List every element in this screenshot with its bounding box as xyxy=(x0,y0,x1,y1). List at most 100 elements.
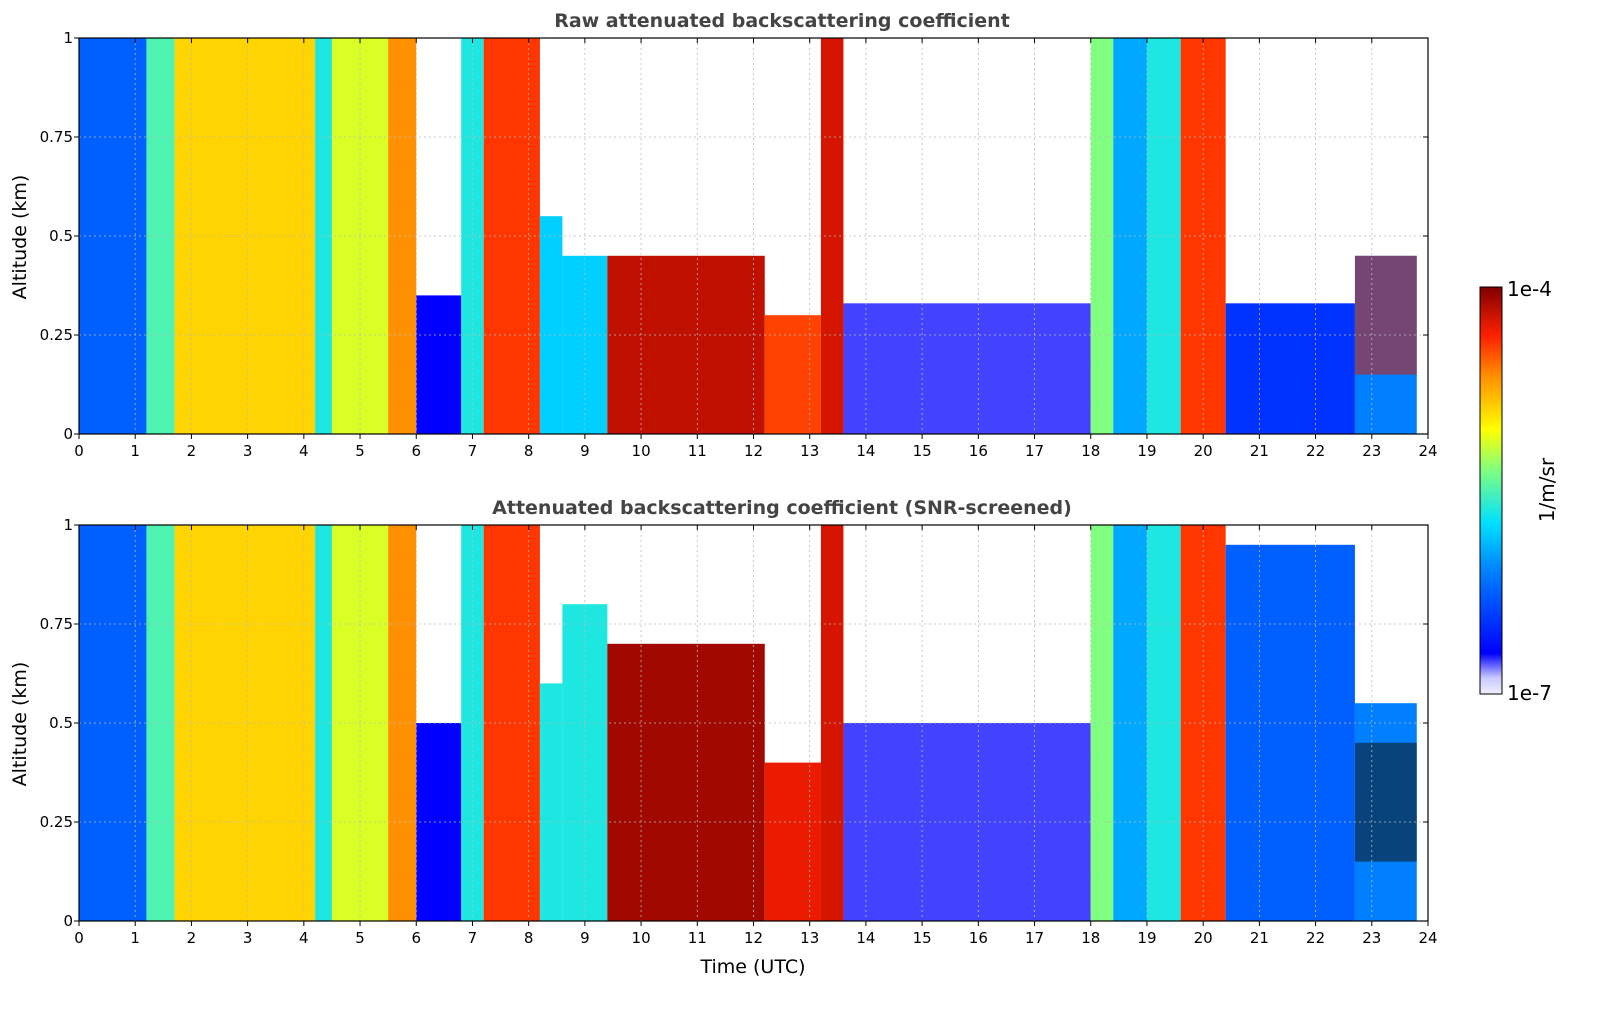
x-tick-label: 15 xyxy=(913,442,932,460)
x-tick-label: 8 xyxy=(524,442,534,460)
colorbar-min-label: 1e-7 xyxy=(1507,681,1552,705)
x-tick-label: 1 xyxy=(130,929,140,947)
x-ticks: 0 1 2 3 4 5 6 7 8 9 10 11 12 13 14 15 16 17 18 19 20 21 22 23 24 xyxy=(74,525,1438,947)
x-tick-label: 13 xyxy=(800,442,819,460)
x-tick-label: 3 xyxy=(243,442,253,460)
y-axis-label: Altitude (km) xyxy=(9,175,31,300)
y-tick-label: 0.25 xyxy=(40,813,73,831)
colorbar-unit-label: 1/m/sr xyxy=(1535,457,1559,522)
heatmap-segment xyxy=(388,38,417,434)
heatmap-segment xyxy=(843,303,1091,434)
x-tick-label: 5 xyxy=(355,929,365,947)
x-tick-label: 12 xyxy=(744,442,763,460)
x-tick-label: 10 xyxy=(632,442,651,460)
panel-title: Raw attenuated backscattering coefficien… xyxy=(554,10,1010,32)
y-tick-label: 0 xyxy=(63,912,73,930)
x-tick-label: 18 xyxy=(1081,442,1100,460)
y-ticks: 0 0.25 0.5 0.75 1 xyxy=(40,516,1428,930)
x-tick-label: 22 xyxy=(1306,929,1325,947)
x-tick-label: 24 xyxy=(1418,929,1437,947)
x-tick-label: 6 xyxy=(411,929,421,947)
panel-title: Attenuated backscattering coefficient (S… xyxy=(492,497,1072,519)
cloud-feature xyxy=(1354,742,1417,862)
x-tick-label: 4 xyxy=(299,929,309,947)
x-tick-label: 0 xyxy=(74,442,84,460)
x-tick-label: 16 xyxy=(969,442,988,460)
heatmap-segment xyxy=(820,525,844,921)
grid-lines xyxy=(78,37,1429,435)
x-tick-label: 18 xyxy=(1081,929,1100,947)
x-tick-label: 23 xyxy=(1362,442,1381,460)
x-tick-label: 20 xyxy=(1194,929,1213,947)
y-tick-label: 0 xyxy=(63,425,73,443)
x-tick-label: 10 xyxy=(632,929,651,947)
x-tick-label: 7 xyxy=(468,442,478,460)
heatmap-segment xyxy=(461,38,484,434)
heatmap-segment xyxy=(416,295,462,434)
heatmap-segment xyxy=(1090,38,1114,434)
heatmap-segment xyxy=(1225,544,1355,921)
x-tick-label: 0 xyxy=(74,929,84,947)
heatmap-segment xyxy=(1090,525,1114,921)
y-tick-label: 0.25 xyxy=(40,326,73,344)
x-tick-label: 20 xyxy=(1194,442,1213,460)
x-tick-label: 4 xyxy=(299,442,309,460)
x-tick-label: 19 xyxy=(1137,929,1156,947)
x-tick-label: 14 xyxy=(856,929,875,947)
x-tick-label: 14 xyxy=(856,442,875,460)
y-tick-label: 1 xyxy=(63,516,73,534)
x-tick-label: 24 xyxy=(1418,442,1437,460)
x-tick-label: 7 xyxy=(468,929,478,947)
heatmap-segment xyxy=(764,762,821,921)
x-tick-label: 3 xyxy=(243,929,253,947)
colorbar-gradient xyxy=(1479,286,1503,695)
x-tick-label: 13 xyxy=(800,929,819,947)
heatmap-segment xyxy=(416,723,462,921)
heatmap-segment xyxy=(483,525,540,921)
x-tick-label: 2 xyxy=(187,442,197,460)
x-tick-label: 17 xyxy=(1025,929,1044,947)
heatmap-segment xyxy=(764,315,821,434)
colorbar-max-label: 1e-4 xyxy=(1507,277,1552,301)
x-ticks: 0 1 2 3 4 5 6 7 8 9 10 11 12 13 14 15 16 17 18 19 20 21 22 23 24 xyxy=(74,38,1438,460)
x-tick-label: 9 xyxy=(580,442,590,460)
heatmap-segment xyxy=(607,255,765,434)
heatmap-segment xyxy=(461,525,484,921)
x-tick-label: 2 xyxy=(187,929,197,947)
y-tick-label: 1 xyxy=(63,29,73,47)
heatmap-segment xyxy=(820,38,844,434)
panel-screened: Attenuated backscattering coefficient (S… xyxy=(9,497,1438,978)
x-tick-label: 11 xyxy=(688,929,707,947)
x-tick-label: 12 xyxy=(744,929,763,947)
x-tick-label: 21 xyxy=(1250,442,1269,460)
x-tick-label: 5 xyxy=(355,442,365,460)
x-tick-label: 1 xyxy=(130,442,140,460)
cloud-feature xyxy=(1354,255,1417,375)
x-tick-label: 15 xyxy=(913,929,932,947)
heatmap-segment xyxy=(539,683,563,921)
x-tick-label: 21 xyxy=(1250,929,1269,947)
heatmap-segment xyxy=(483,38,540,434)
x-tick-label: 11 xyxy=(688,442,707,460)
x-tick-label: 9 xyxy=(580,929,590,947)
heatmap-segment xyxy=(607,643,765,921)
heatmap-segment xyxy=(539,216,563,434)
heatmap-segment xyxy=(1225,303,1355,434)
x-axis-label: Time (UTC) xyxy=(699,956,805,978)
panel-raw: Raw attenuated backscattering coefficien… xyxy=(9,10,1438,460)
x-tick-label: 19 xyxy=(1137,442,1156,460)
y-tick-label: 0.5 xyxy=(49,227,73,245)
x-tick-label: 17 xyxy=(1025,442,1044,460)
y-axis-label: Altitude (km) xyxy=(9,662,31,787)
colorbar: 1e-4 1e-7 1/m/sr xyxy=(1479,277,1559,705)
heatmap-segment xyxy=(388,525,417,921)
y-tick-label: 0.5 xyxy=(49,714,73,732)
y-ticks: 0 0.25 0.5 0.75 1 xyxy=(40,29,1428,443)
y-tick-label: 0.75 xyxy=(40,128,73,146)
y-tick-label: 0.75 xyxy=(40,615,73,633)
x-tick-label: 6 xyxy=(411,442,421,460)
x-tick-label: 22 xyxy=(1306,442,1325,460)
x-tick-label: 16 xyxy=(969,929,988,947)
x-tick-label: 23 xyxy=(1362,929,1381,947)
